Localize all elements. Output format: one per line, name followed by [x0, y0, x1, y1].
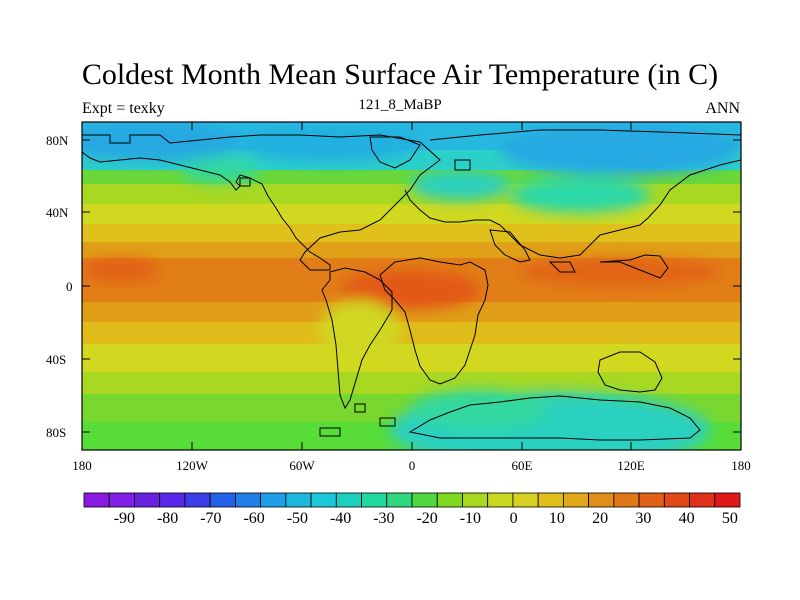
y-tick-label: 40N	[46, 205, 69, 220]
colorbar-swatch	[613, 492, 640, 508]
coastline-islands	[239, 159, 471, 437]
coastline-arabia	[489, 229, 531, 263]
colorbar-label: -30	[373, 510, 395, 527]
colorbar-swatch	[159, 492, 186, 508]
colorbar-swatch	[386, 492, 413, 508]
colorbar-swatch	[361, 492, 388, 508]
colorbar-label: -10	[459, 510, 482, 527]
colorbar-swatch	[234, 492, 262, 508]
colorbar-swatch	[285, 492, 312, 508]
x-tick-label: 120E	[617, 458, 645, 473]
season-label: ANN	[705, 100, 740, 117]
colorbar-swatch	[411, 492, 438, 508]
band-north-gold	[82, 224, 741, 244]
colorbar-swatch	[436, 492, 463, 508]
y-tick-label: 40S	[46, 352, 67, 367]
colorbar-swatch	[260, 492, 287, 508]
colorbar-label: 0	[509, 510, 518, 527]
band-south-yg	[82, 372, 741, 396]
colorbar-label: -40	[329, 510, 352, 527]
time-label: 121_8_MaBP	[358, 97, 442, 113]
x-tick-label: 60W	[289, 458, 315, 473]
colorbar-swatch	[638, 492, 665, 508]
colorbar-swatch	[209, 492, 236, 508]
colorbar-label: -80	[156, 510, 179, 527]
coastline-antarctica	[408, 395, 701, 441]
colorbar-label: -20	[416, 510, 438, 527]
colorbar-label: 20	[592, 510, 609, 527]
colorbar-label: 30	[635, 510, 652, 527]
colorbar-label: -90	[113, 510, 136, 527]
colorbar-swatch	[487, 492, 514, 508]
coastline-eurasia	[404, 129, 741, 259]
colorbar-swatch	[335, 492, 362, 508]
x-tick-label: 60E	[511, 458, 533, 473]
band-south-orange	[82, 302, 741, 324]
colorbar-label: 10	[548, 510, 565, 527]
colorbar-label: -50	[286, 510, 309, 527]
coastline-greenland	[369, 136, 421, 169]
y-tick-label: 0	[66, 279, 73, 294]
colorbar-swatch	[588, 492, 615, 508]
colorbar-swatch	[689, 492, 716, 508]
colorbar-swatch	[83, 492, 110, 508]
colorbar-swatch	[108, 492, 135, 508]
band-south-yellow	[82, 344, 741, 374]
map-title: Coldest Month Mean Surface Air Temperatu…	[81, 58, 719, 91]
colorbar-swatch	[562, 492, 590, 508]
x-axis-ticks	[81, 122, 742, 450]
coastline-australia	[597, 351, 663, 393]
y-tick-label: 80N	[46, 133, 69, 148]
colorbar-label: 40	[678, 510, 695, 527]
colorbar-label: 50	[721, 510, 738, 527]
colorbar-label: -70	[200, 510, 222, 527]
y-tick-label: 80S	[46, 425, 67, 440]
coastline-southeast-asia	[548, 254, 669, 279]
colorbar-swatch	[310, 492, 337, 508]
colorbar-swatch	[512, 492, 539, 508]
colorbar-swatch	[537, 492, 564, 508]
colorbar-label: -60	[243, 510, 265, 527]
coastline-africa	[379, 257, 489, 385]
x-tick-label: 180	[731, 458, 751, 473]
x-tick-label: 180	[72, 458, 92, 473]
coastline-north-america	[82, 134, 441, 271]
experiment-label: Expt = texky	[82, 100, 165, 117]
x-tick-label: 0	[408, 458, 416, 473]
colorbar-swatch	[184, 492, 211, 508]
y-axis-ticks	[82, 139, 741, 433]
colorbar-swatch	[462, 492, 489, 508]
colorbar-swatch	[134, 492, 161, 508]
colorbar-swatch	[663, 492, 690, 508]
colorbar-swatch	[714, 492, 741, 508]
x-tick-label: 120W	[176, 458, 208, 473]
